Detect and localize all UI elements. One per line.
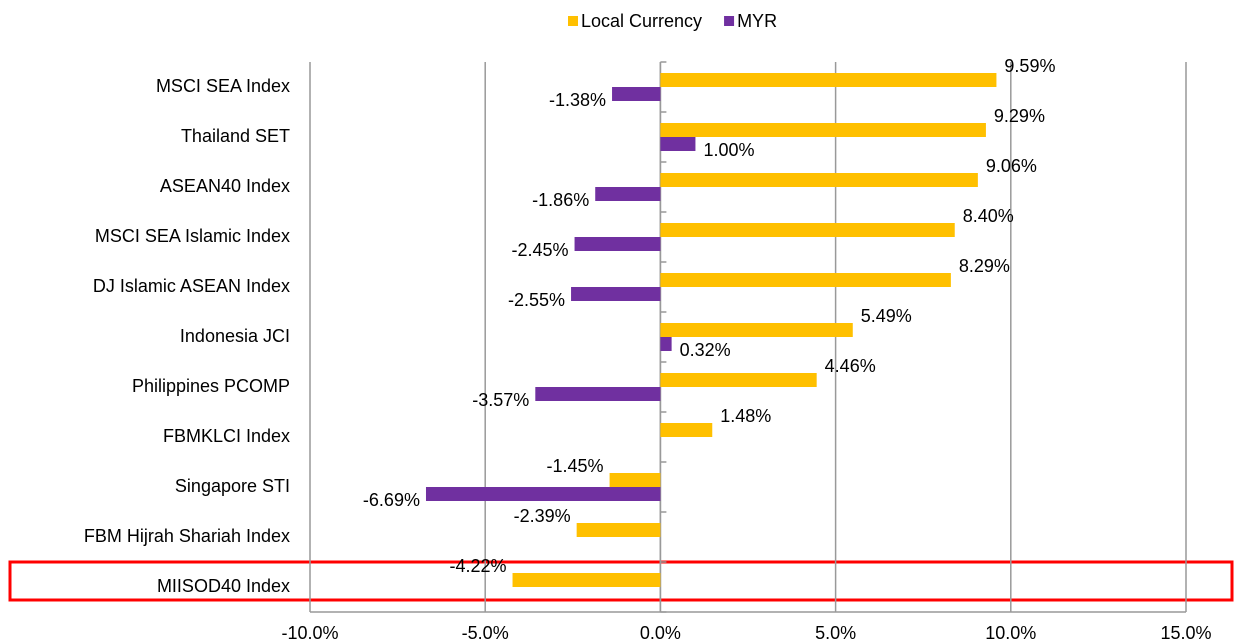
bar bbox=[660, 223, 955, 237]
legend-swatch bbox=[724, 16, 735, 26]
y-tick-label: DJ Islamic ASEAN Index bbox=[93, 276, 290, 296]
data-label: -6.69% bbox=[363, 490, 420, 510]
bar bbox=[574, 237, 661, 251]
bar bbox=[660, 423, 713, 437]
bar bbox=[571, 287, 661, 301]
legend-label: Local Currency bbox=[581, 11, 702, 31]
bar bbox=[660, 373, 817, 387]
y-tick-label: FBMKLCI Index bbox=[163, 426, 290, 446]
data-label: 4.46% bbox=[825, 356, 876, 376]
x-tick-label: 5.0% bbox=[815, 623, 856, 643]
data-label: 8.29% bbox=[959, 256, 1010, 276]
bar bbox=[660, 337, 672, 351]
data-label: -4.22% bbox=[449, 556, 506, 576]
y-tick-label: Thailand SET bbox=[181, 126, 290, 146]
x-tick-label: -10.0% bbox=[281, 623, 338, 643]
legend-label: MYR bbox=[737, 11, 777, 31]
x-tick-label: -5.0% bbox=[462, 623, 509, 643]
data-label: 1.48% bbox=[720, 406, 771, 426]
bar bbox=[660, 173, 978, 187]
bar bbox=[660, 323, 853, 337]
bar bbox=[595, 187, 661, 201]
data-label: -1.86% bbox=[532, 190, 589, 210]
data-label: 1.00% bbox=[703, 140, 754, 160]
data-label: -2.55% bbox=[508, 290, 565, 310]
y-tick-label: Indonesia JCI bbox=[180, 326, 290, 346]
bar bbox=[660, 73, 997, 87]
bar bbox=[612, 87, 661, 101]
data-label: -1.38% bbox=[549, 90, 606, 110]
bar bbox=[535, 387, 661, 401]
y-tick-label: Philippines PCOMP bbox=[132, 376, 290, 396]
y-tick-label: Singapore STI bbox=[175, 476, 290, 496]
bar bbox=[609, 473, 661, 487]
bar bbox=[660, 273, 951, 287]
data-label: 9.59% bbox=[1004, 56, 1055, 76]
x-tick-label: 15.0% bbox=[1160, 623, 1211, 643]
y-tick-label: FBM Hijrah Shariah Index bbox=[84, 526, 290, 546]
x-tick-label: 0.0% bbox=[640, 623, 681, 643]
y-tick-label: ASEAN40 Index bbox=[160, 176, 290, 196]
y-tick-label: MSCI SEA Index bbox=[156, 76, 290, 96]
data-label: -2.45% bbox=[512, 240, 569, 260]
bar bbox=[425, 487, 661, 501]
x-tick-label: 10.0% bbox=[985, 623, 1036, 643]
bar bbox=[512, 573, 661, 587]
data-label: 8.40% bbox=[963, 206, 1014, 226]
legend-swatch bbox=[568, 16, 578, 26]
data-label: -3.57% bbox=[472, 390, 529, 410]
data-label: 9.29% bbox=[994, 106, 1045, 126]
y-tick-label: MIISOD40 Index bbox=[157, 576, 290, 596]
bar bbox=[576, 523, 661, 537]
y-tick-label: MSCI SEA Islamic Index bbox=[95, 226, 290, 246]
data-label: 9.06% bbox=[986, 156, 1037, 176]
data-label: 0.32% bbox=[680, 340, 731, 360]
bar bbox=[660, 137, 696, 151]
data-label: -1.45% bbox=[547, 456, 604, 476]
bar bbox=[660, 123, 986, 137]
data-label: -2.39% bbox=[514, 506, 571, 526]
highlight-box bbox=[8, 560, 1234, 602]
data-label: 5.49% bbox=[861, 306, 912, 326]
